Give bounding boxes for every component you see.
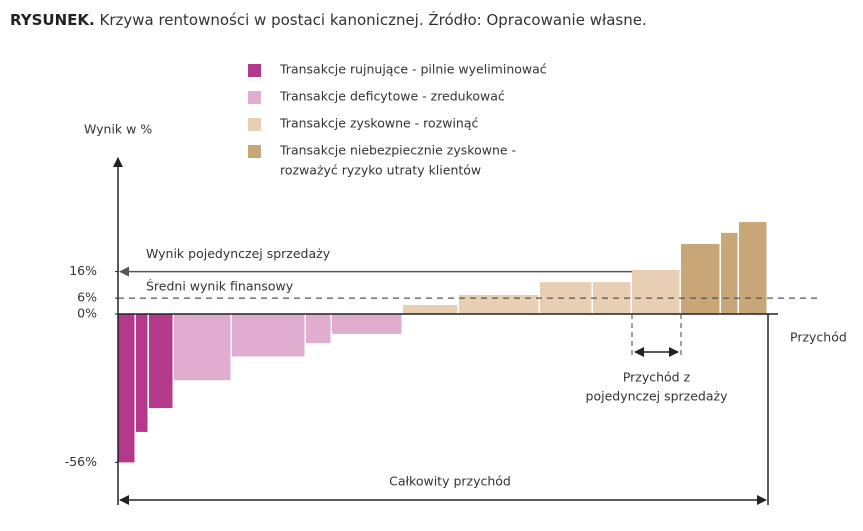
x-axis-label: Przychód <box>790 330 847 345</box>
legend-swatch <box>248 145 261 158</box>
y-tick-label: 16% <box>69 263 97 278</box>
bar <box>632 270 680 314</box>
bar <box>149 314 173 409</box>
legend-label: Transakcje niebezpiecznie zyskowne - <box>279 143 516 158</box>
single-revenue-label: pojedynczej sprzedaży <box>586 389 729 404</box>
bar <box>118 314 135 463</box>
bar <box>681 244 720 314</box>
bar <box>232 314 305 357</box>
legend-label: Transakcje deficytowe - zredukować <box>279 89 505 104</box>
bar <box>332 314 402 334</box>
bar <box>721 232 738 314</box>
legend-swatch <box>248 91 261 104</box>
single-sale-label: Wynik pojedynczej sprzedaży <box>146 246 331 261</box>
bar <box>174 314 231 381</box>
chart-title: RYSUNEK. Krzywa rentowności w postaci ka… <box>10 10 647 29</box>
y-axis-label: Wynik w % <box>84 122 152 137</box>
legend-swatch <box>248 118 261 131</box>
average-label: Średni wynik finansowy <box>146 279 294 294</box>
y-tick-label: -56% <box>65 454 97 469</box>
y-tick-label: 0% <box>77 306 97 321</box>
legend-label: Transakcje zyskowne - rozwinąć <box>279 116 478 131</box>
bar <box>739 222 767 314</box>
bar <box>136 314 148 432</box>
legend-label: rozważyć ryzyko utraty klientów <box>280 163 481 178</box>
total-label: Całkowity przychód <box>389 474 511 489</box>
single-revenue-label: Przychód z <box>623 370 691 385</box>
bar <box>306 314 331 344</box>
legend-label: Transakcje rujnujące - pilnie wyeliminow… <box>279 62 547 77</box>
bar <box>403 304 458 314</box>
bar <box>459 294 539 314</box>
y-tick-label: 6% <box>77 290 97 305</box>
legend-swatch <box>248 64 261 77</box>
